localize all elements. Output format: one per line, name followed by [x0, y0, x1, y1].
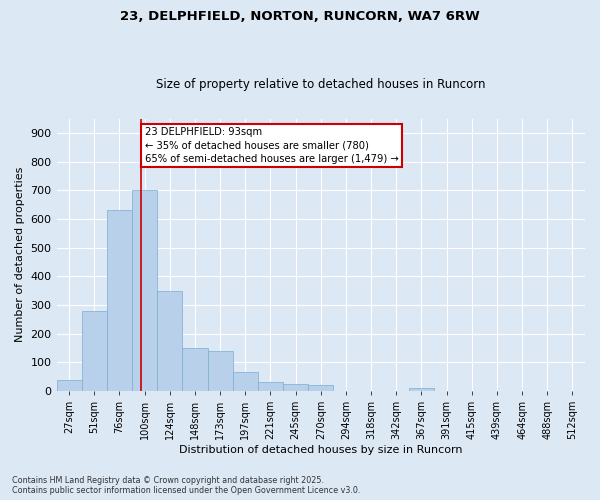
Bar — [107, 210, 132, 391]
Bar — [56, 380, 82, 391]
Text: 23 DELPHFIELD: 93sqm
← 35% of detached houses are smaller (780)
65% of semi-deta: 23 DELPHFIELD: 93sqm ← 35% of detached h… — [145, 127, 398, 164]
Bar — [132, 190, 157, 391]
Bar — [208, 351, 233, 391]
Text: Contains HM Land Registry data © Crown copyright and database right 2025.
Contai: Contains HM Land Registry data © Crown c… — [12, 476, 361, 495]
Bar — [308, 386, 334, 391]
Bar — [82, 310, 107, 391]
Bar — [283, 384, 308, 391]
Bar — [157, 290, 182, 391]
Bar — [258, 382, 283, 391]
Bar — [233, 372, 258, 391]
X-axis label: Distribution of detached houses by size in Runcorn: Distribution of detached houses by size … — [179, 445, 463, 455]
Title: Size of property relative to detached houses in Runcorn: Size of property relative to detached ho… — [156, 78, 485, 91]
Y-axis label: Number of detached properties: Number of detached properties — [15, 167, 25, 342]
Text: 23, DELPHFIELD, NORTON, RUNCORN, WA7 6RW: 23, DELPHFIELD, NORTON, RUNCORN, WA7 6RW — [120, 10, 480, 23]
Bar — [409, 388, 434, 391]
Bar — [182, 348, 208, 391]
